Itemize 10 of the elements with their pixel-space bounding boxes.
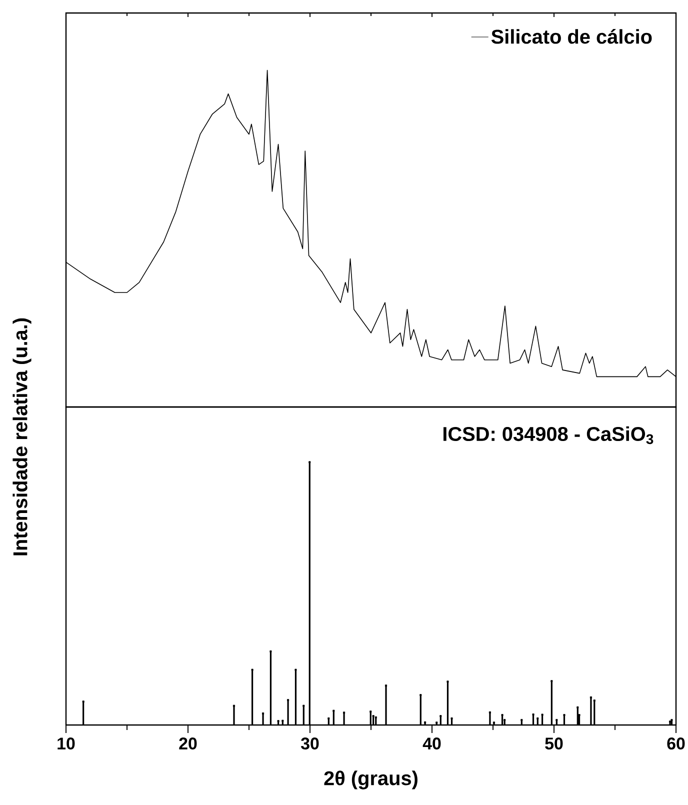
text: Silicato de cálcio — [491, 29, 652, 44]
x-axis-title: 2θ (graus) — [324, 770, 418, 790]
text: ICSD: 034908 - CaSiO$_{3}$ — [443, 426, 654, 444]
x-tick-label: 40 — [422, 738, 441, 750]
x-tick-label: 50 — [545, 738, 563, 750]
x-tick-label: 20 — [179, 738, 197, 750]
x-tick-label: 30 — [300, 738, 319, 750]
x-tick-label: 10 — [58, 738, 75, 750]
x-tick-label: 60 — [667, 738, 685, 750]
y-axis-title: Intensidade relativa (u.a.) — [12, 318, 32, 556]
